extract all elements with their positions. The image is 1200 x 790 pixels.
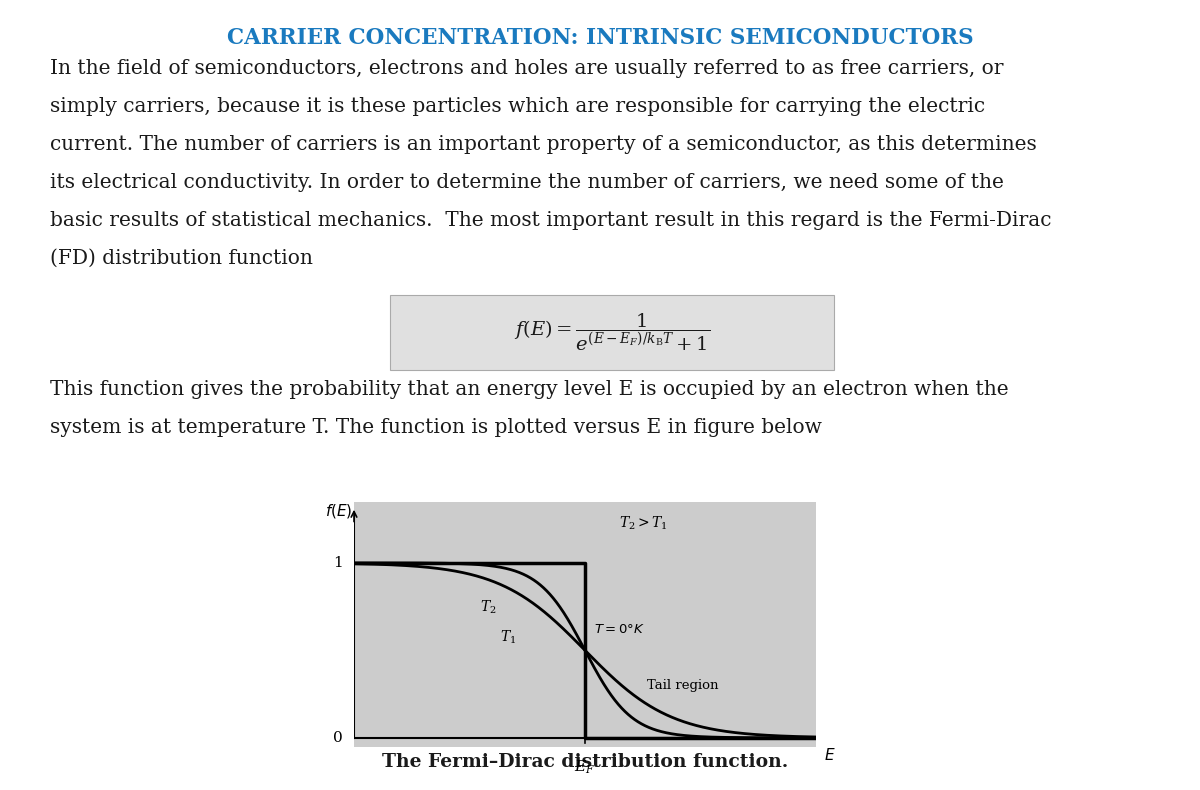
Text: 1: 1 xyxy=(334,556,343,570)
Text: $T=0°K$: $T=0°K$ xyxy=(594,623,646,636)
Text: $f(E) = \dfrac{1}{e^{(E - E_F)/k_{\rm B}T} + 1}$: $f(E) = \dfrac{1}{e^{(E - E_F)/k_{\rm B}… xyxy=(514,311,710,353)
Text: simply carriers, because it is these particles which are responsible for carryin: simply carriers, because it is these par… xyxy=(50,97,985,116)
Text: its electrical conductivity. In order to determine the number of carriers, we ne: its electrical conductivity. In order to… xyxy=(50,173,1004,192)
Text: CARRIER CONCENTRATION: INTRINSIC SEMICONDUCTORS: CARRIER CONCENTRATION: INTRINSIC SEMICON… xyxy=(227,27,973,49)
Text: The Fermi–Dirac distribution function.: The Fermi–Dirac distribution function. xyxy=(382,753,788,771)
Text: In the field of semiconductors, electrons and holes are usually referred to as f: In the field of semiconductors, electron… xyxy=(50,59,1004,78)
Text: 0: 0 xyxy=(334,731,343,745)
Text: $T_1$: $T_1$ xyxy=(500,629,516,646)
Text: $E_F$: $E_F$ xyxy=(575,758,595,777)
Text: This function gives the probability that an energy level E is occupied by an ele: This function gives the probability that… xyxy=(50,380,1009,399)
Text: current. The number of carriers is an important property of a semiconductor, as : current. The number of carriers is an im… xyxy=(50,135,1037,154)
Text: $T_2 > T_1$: $T_2 > T_1$ xyxy=(619,515,667,532)
FancyBboxPatch shape xyxy=(390,295,834,370)
Text: system is at temperature T. The function is plotted versus E in figure below: system is at temperature T. The function… xyxy=(50,418,822,437)
Text: basic results of statistical mechanics.  The most important result in this regar: basic results of statistical mechanics. … xyxy=(50,211,1052,230)
Text: $f(E)$: $f(E)$ xyxy=(325,502,353,520)
Text: $E$: $E$ xyxy=(823,747,835,762)
Text: $T_2$: $T_2$ xyxy=(480,599,497,616)
Text: Tail region: Tail region xyxy=(647,679,718,692)
Text: (FD) distribution function: (FD) distribution function xyxy=(50,249,313,268)
